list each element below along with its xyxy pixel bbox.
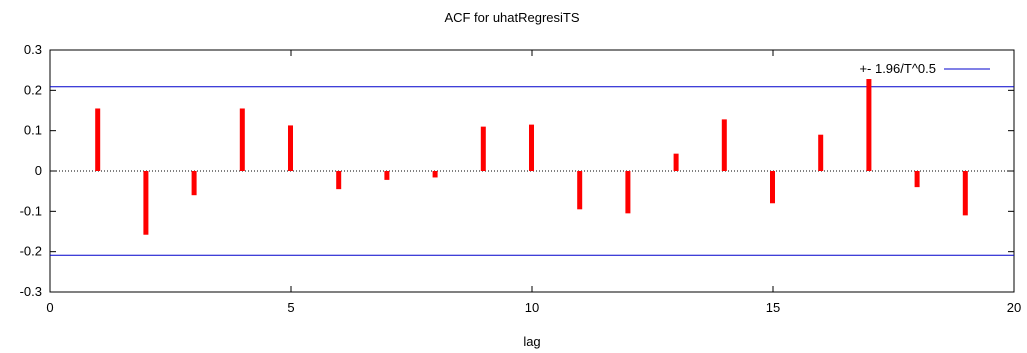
y-tick-label: -0.3	[20, 284, 42, 299]
acf-bar-lag-7	[384, 171, 390, 180]
y-tick-label: 0.1	[24, 123, 42, 138]
acf-bar-lag-16	[818, 134, 824, 171]
chart-title: ACF for uhatRegresiTS	[444, 10, 579, 25]
acf-bar-lag-2	[143, 171, 149, 235]
x-tick-label: 5	[287, 300, 294, 315]
x-tick-label: 0	[46, 300, 53, 315]
acf-bars	[95, 79, 968, 235]
acf-bar-lag-13	[673, 153, 679, 171]
acf-bar-lag-11	[577, 171, 583, 210]
y-tick-label: 0.3	[24, 42, 42, 57]
y-tick-label: 0.2	[24, 82, 42, 97]
y-tick-label: 0	[35, 163, 42, 178]
acf-bar-lag-4	[239, 108, 245, 171]
acf-bar-lag-8	[432, 171, 438, 178]
acf-bar-lag-19	[962, 171, 968, 216]
y-axis: 0.3 0.2 0.1 0 -0.1 -0.2 -0.3	[20, 42, 1014, 299]
acf-bar-lag-5	[288, 125, 293, 171]
acf-bar-lag-14	[721, 119, 727, 171]
x-tick-label: 20	[1007, 300, 1021, 315]
acf-bar-lag-1	[95, 108, 101, 171]
legend: +- 1.96/T^0.5	[859, 61, 990, 76]
acf-bar-lag-12	[625, 171, 631, 214]
x-axis-label: lag	[523, 334, 540, 349]
acf-bar-lag-6	[336, 171, 342, 190]
y-tick-label: -0.2	[20, 244, 42, 259]
x-tick-label: 10	[525, 300, 539, 315]
acf-bar-lag-3	[191, 171, 197, 196]
x-axis: 0 5 10 15 20	[46, 50, 1021, 315]
y-tick-label: -0.1	[20, 203, 42, 218]
acf-bar-lag-18	[914, 171, 920, 188]
acf-bar-lag-9	[480, 126, 486, 171]
acf-bar-lag-10	[529, 124, 534, 171]
legend-label: +- 1.96/T^0.5	[859, 61, 936, 76]
x-tick-label: 15	[766, 300, 780, 315]
acf-bar-lag-15	[770, 171, 775, 204]
acf-bar-lag-17	[866, 79, 872, 171]
